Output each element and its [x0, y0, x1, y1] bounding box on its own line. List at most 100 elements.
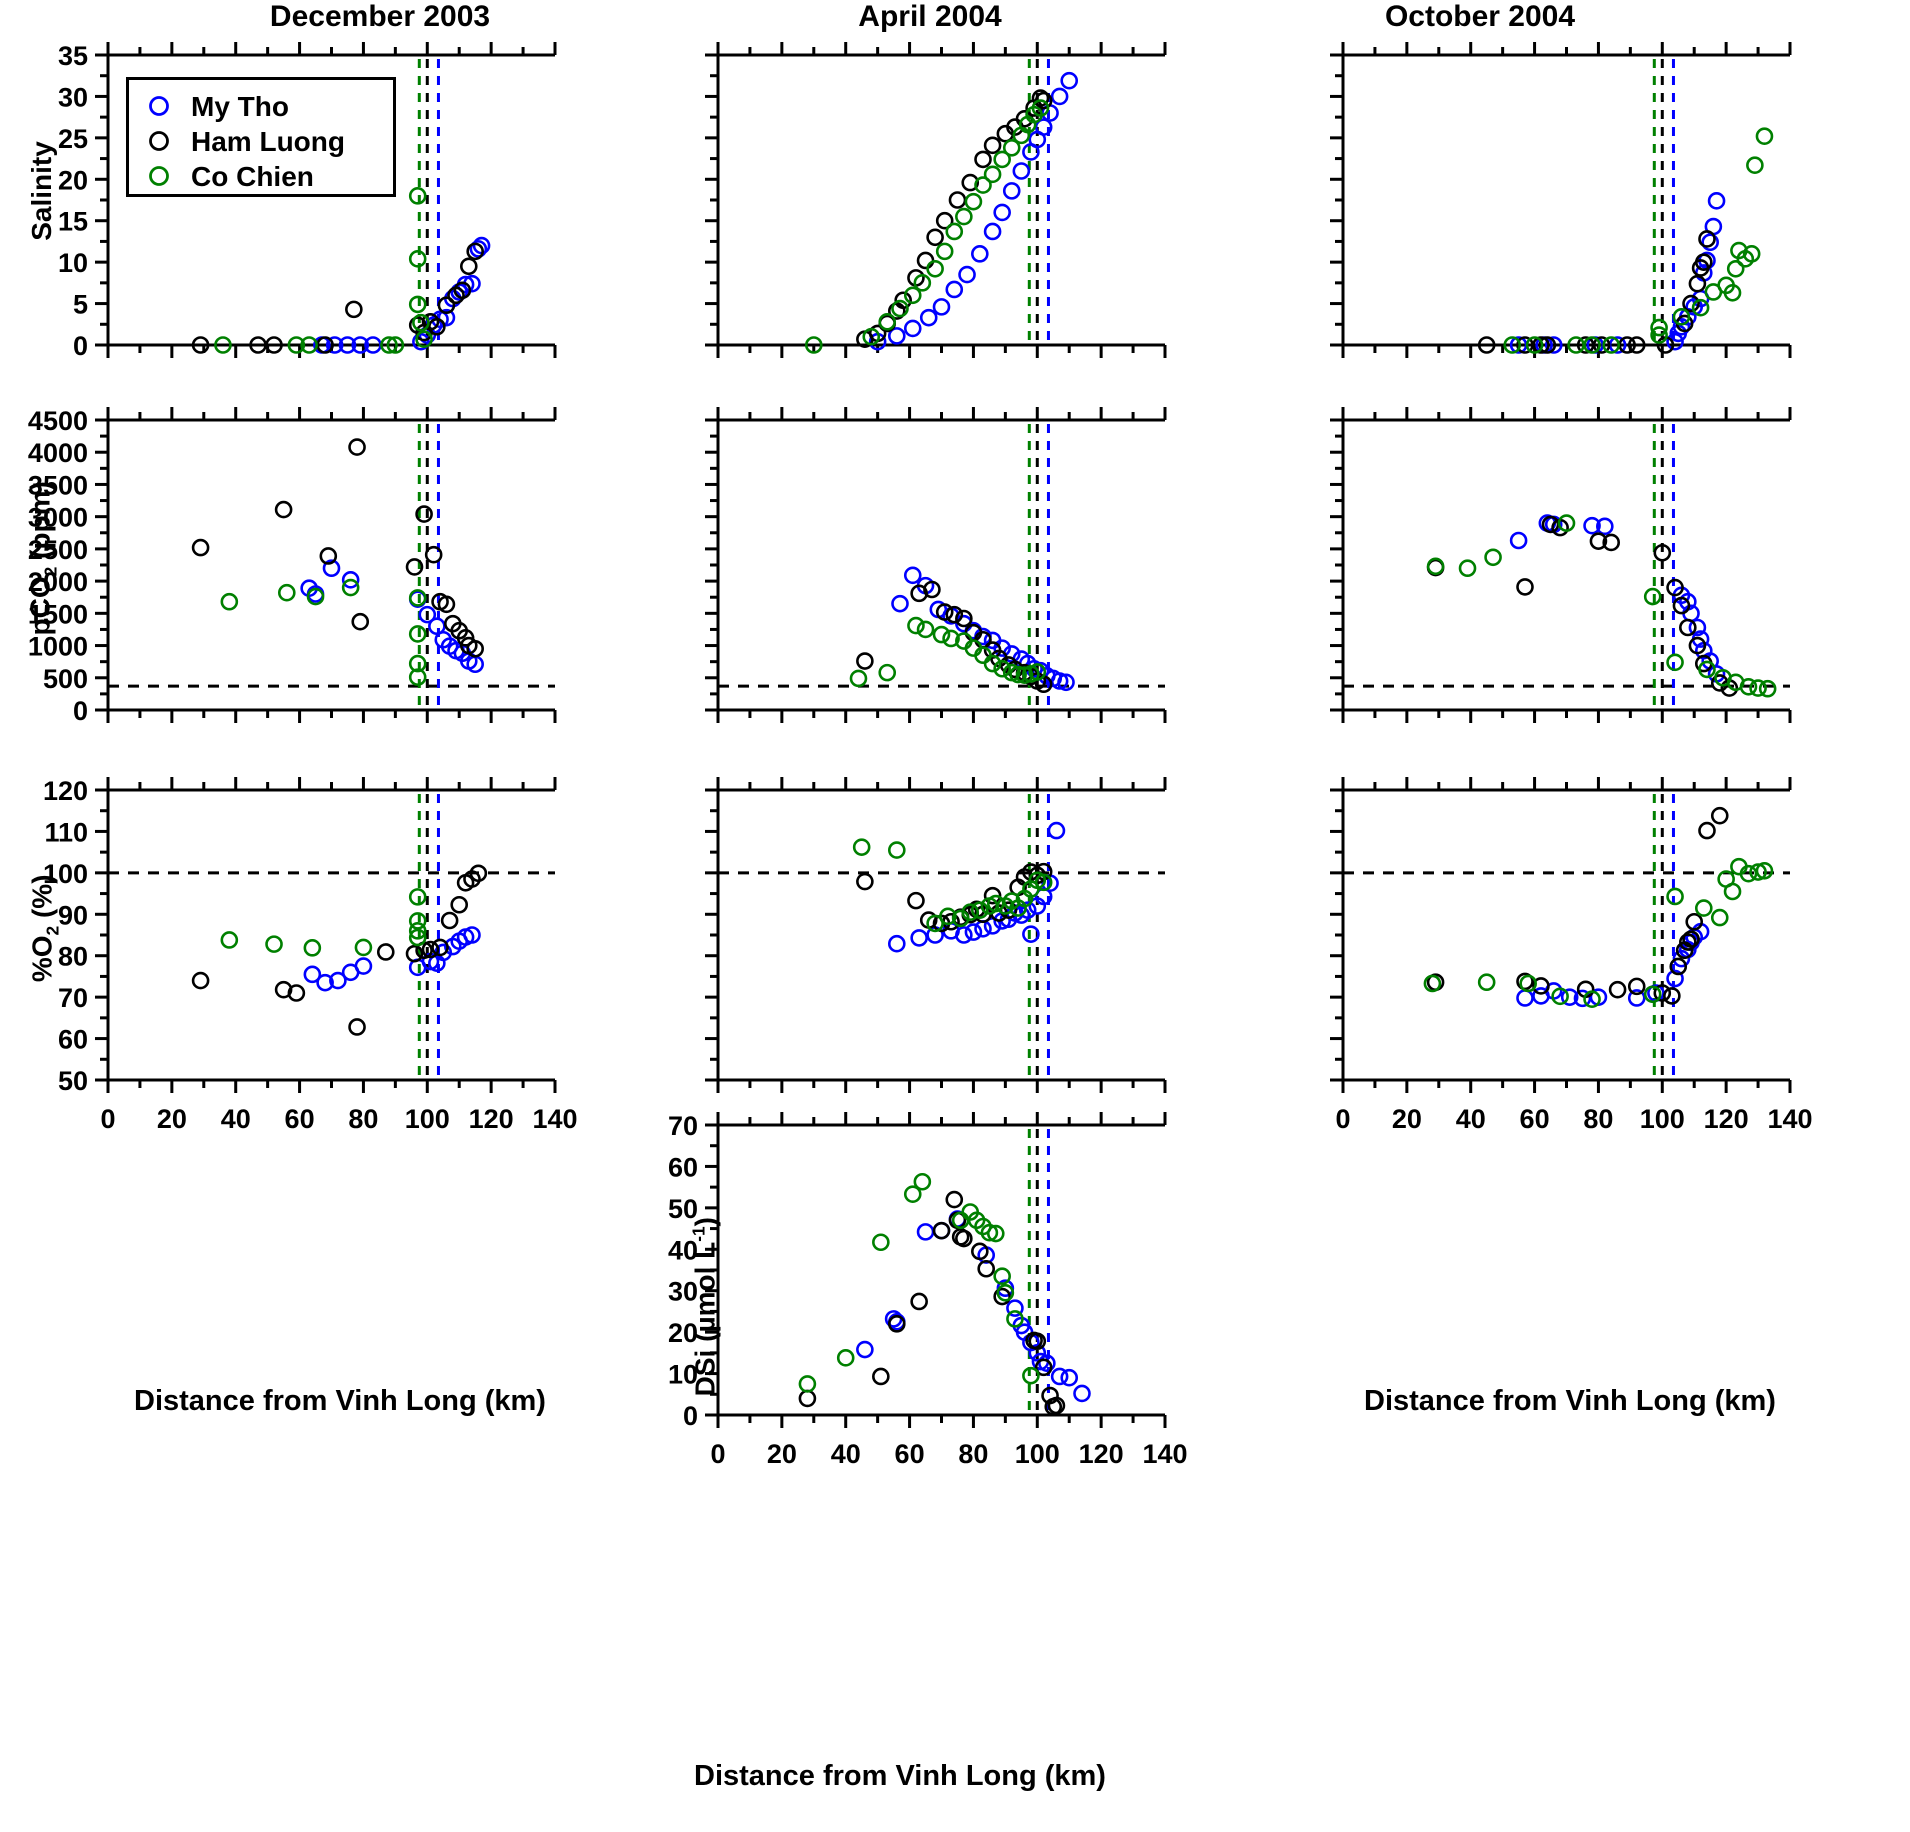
data-point — [469, 864, 488, 883]
svg-text:140: 140 — [532, 1104, 577, 1134]
data-point — [1028, 1344, 1047, 1362]
svg-text:100: 100 — [1640, 1104, 1685, 1134]
data-point — [1002, 182, 1021, 200]
data-point — [1532, 977, 1550, 995]
data-point — [1679, 618, 1697, 637]
data-point — [220, 931, 239, 949]
data-point — [872, 1233, 890, 1252]
data-point — [1643, 985, 1662, 1004]
svg-text:100: 100 — [43, 859, 88, 889]
data-point — [459, 257, 478, 276]
data-point — [1707, 192, 1726, 210]
data-point — [964, 923, 983, 941]
data-point — [993, 150, 1011, 169]
data-point — [1458, 559, 1477, 578]
data-point — [1701, 233, 1719, 252]
data-point — [214, 336, 232, 354]
svg-text:1500: 1500 — [28, 599, 88, 629]
data-point — [1710, 908, 1729, 927]
data-point — [974, 176, 992, 194]
svg-text:20: 20 — [1392, 1104, 1422, 1134]
data-point — [1015, 666, 1034, 685]
plot-panel-pco2-oct — [1248, 402, 1835, 787]
data-point — [993, 639, 1011, 657]
svg-text:60: 60 — [895, 1439, 925, 1469]
data-point — [891, 594, 909, 613]
data-point — [1723, 882, 1742, 901]
plot-frame — [106, 788, 555, 1082]
data-point — [856, 652, 874, 670]
data-point — [415, 330, 433, 349]
data-point — [405, 944, 424, 963]
data-point — [856, 872, 874, 891]
svg-text:1000: 1000 — [28, 632, 88, 662]
data-point — [974, 919, 992, 938]
series-co-chien — [214, 187, 433, 354]
svg-text:110: 110 — [44, 817, 88, 847]
data-point — [1426, 557, 1445, 576]
x-ticks — [1341, 777, 1792, 1093]
data-point — [469, 240, 488, 258]
data-point — [1509, 531, 1528, 550]
svg-text:0: 0 — [73, 331, 88, 361]
data-point — [903, 286, 922, 305]
data-point — [856, 1340, 874, 1359]
data-point — [463, 926, 481, 944]
data-point — [935, 211, 954, 230]
data-point — [1602, 336, 1621, 354]
svg-text:30: 30 — [668, 1277, 698, 1307]
data-point — [971, 1242, 989, 1261]
column-title-december: December 2003 — [269, 0, 491, 33]
data-point — [1746, 156, 1764, 174]
svg-text:60: 60 — [1520, 1104, 1550, 1134]
series-ham-luong — [1426, 806, 1729, 1005]
plot-panel-salinity-oct — [1248, 37, 1835, 422]
series-co-chien — [220, 888, 427, 957]
data-point — [1672, 596, 1691, 615]
svg-text:10: 10 — [668, 1360, 698, 1390]
data-point — [437, 595, 456, 614]
data-point — [287, 336, 306, 354]
data-point — [903, 566, 922, 585]
data-point — [428, 317, 446, 336]
data-point — [1589, 532, 1608, 550]
data-point — [338, 336, 357, 354]
y-ticks — [1330, 53, 1343, 347]
data-point — [1031, 99, 1050, 117]
plot-panel-pco2-apr — [623, 402, 1210, 787]
data-point — [887, 1315, 906, 1333]
data-point — [341, 571, 360, 589]
data-point — [1650, 326, 1668, 344]
data-point — [1477, 336, 1496, 354]
data-point — [948, 191, 967, 209]
data-point — [424, 545, 443, 564]
svg-text:70: 70 — [668, 1111, 698, 1141]
data-point — [191, 336, 210, 354]
x-ticks — [716, 42, 1167, 358]
data-point — [1022, 1366, 1040, 1385]
legend-marker-my-tho — [149, 96, 169, 116]
data-point — [345, 300, 363, 319]
data-point — [1688, 274, 1707, 293]
data-point — [932, 1221, 951, 1240]
data-point — [1723, 284, 1742, 302]
data-point — [1034, 1358, 1053, 1377]
x-ticks — [716, 777, 1167, 1093]
data-point — [1685, 912, 1704, 931]
data-point — [1002, 139, 1021, 157]
data-point — [1516, 578, 1534, 596]
svg-text:0: 0 — [1335, 1104, 1350, 1134]
data-point — [1525, 336, 1544, 354]
data-point — [980, 1223, 999, 1242]
data-point — [319, 547, 338, 565]
svg-text:80: 80 — [348, 1104, 378, 1134]
data-point — [1672, 308, 1691, 326]
data-point — [913, 274, 932, 292]
data-point — [329, 971, 347, 990]
data-point — [1060, 1368, 1079, 1387]
data-point — [923, 580, 941, 599]
data-point — [852, 838, 871, 856]
data-point — [996, 1283, 1015, 1302]
data-point — [1758, 679, 1777, 698]
